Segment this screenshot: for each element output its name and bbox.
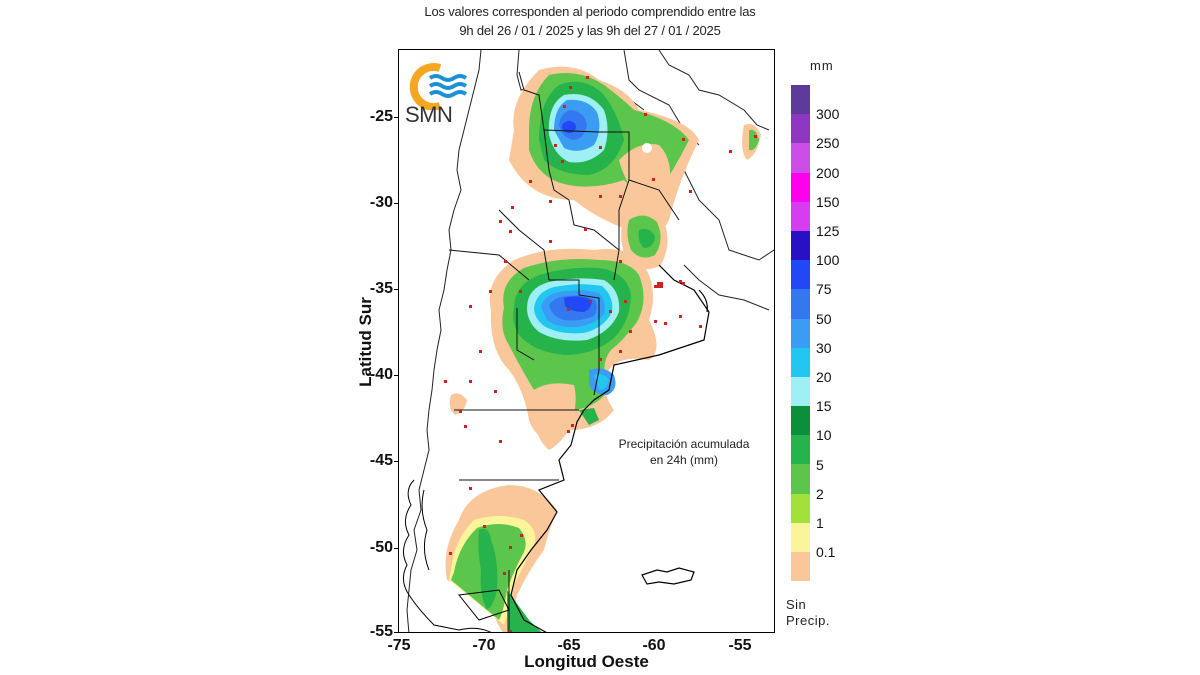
colorbar-swatch	[791, 435, 810, 465]
x-tick: -75	[387, 637, 411, 654]
smn-logo-icon	[409, 63, 468, 110]
title-line-2: 9h del 26 / 01 / 2025 y las 9h del 27 / …	[459, 23, 721, 38]
map-annotation: Precipitación acumulada en 24h (mm)	[596, 436, 772, 468]
colorbar-swatch	[791, 143, 810, 173]
annotation-line-1: Precipitación acumulada	[618, 437, 750, 451]
colorbar-label: 20	[816, 369, 832, 385]
colorbar-label: 2	[816, 485, 824, 502]
colorbar-label: 250	[816, 135, 840, 152]
colorbar-label: 15	[816, 398, 832, 415]
map-title: Los valores corresponden al periodo comp…	[380, 2, 800, 40]
colorbar-swatch	[791, 289, 810, 319]
colorbar-swatch	[791, 85, 810, 115]
colorbar-label: 300	[816, 106, 840, 123]
colorbar-swatch	[791, 552, 810, 582]
colorbar-swatch	[791, 406, 810, 436]
y-tick: -50	[355, 540, 399, 556]
smn-logo-text: SMN	[405, 102, 453, 127]
x-axis-label: Longitud Oeste	[524, 652, 649, 671]
colorbar-swatch	[791, 376, 810, 407]
x-tick: -60	[642, 637, 666, 654]
y-tick: -25	[355, 109, 399, 125]
colorbar-swatch	[791, 522, 810, 552]
colorbar-label: 1	[816, 515, 824, 531]
colorbar-swatch	[791, 347, 810, 377]
x-tick: -55	[728, 637, 752, 654]
annotation-line-2: en 24h (mm)	[649, 453, 719, 467]
legend-unit: mm	[810, 58, 834, 73]
y-tick: -35	[355, 281, 399, 297]
colorbar-swatch	[791, 172, 810, 202]
title-line-1: Los valores corresponden al periodo comp…	[424, 4, 756, 19]
y-tick: -55	[355, 624, 399, 640]
colorbar-label: 50	[816, 310, 832, 327]
map-frame	[398, 49, 775, 633]
colorbar-swatch	[791, 260, 810, 290]
colorbar-label: 125	[816, 223, 840, 239]
colorbar-swatch	[791, 493, 810, 523]
x-tick: -65	[557, 637, 581, 654]
colorbar-swatch	[791, 201, 810, 231]
colorbar-label: 100	[816, 252, 840, 269]
x-tick: -70	[472, 637, 496, 654]
y-axis-label: Latitud Sur	[356, 297, 375, 387]
colorbar-swatch	[791, 230, 810, 261]
colorbar	[791, 85, 810, 582]
colorbar-label: 150	[816, 193, 840, 210]
precipitation-map	[403, 50, 774, 632]
no-precip-line-1: Sin	[786, 597, 807, 612]
colorbar-label: 0.1	[816, 544, 836, 561]
colorbar-swatch	[791, 114, 810, 144]
colorbar-label: 200	[816, 164, 840, 181]
no-precip-label: Sin Precip.	[786, 597, 830, 629]
colorbar-label: 30	[816, 339, 832, 356]
y-tick: -45	[355, 453, 399, 469]
y-tick: -30	[355, 195, 399, 211]
colorbar-swatch	[791, 318, 810, 348]
colorbar-label: 5	[816, 456, 824, 473]
colorbar-label: 75	[816, 281, 832, 298]
colorbar-label: 10	[816, 427, 832, 444]
colorbar-swatch	[791, 464, 810, 494]
no-precip-line-2: Precip.	[786, 613, 830, 628]
y-tick: -40	[355, 367, 399, 383]
